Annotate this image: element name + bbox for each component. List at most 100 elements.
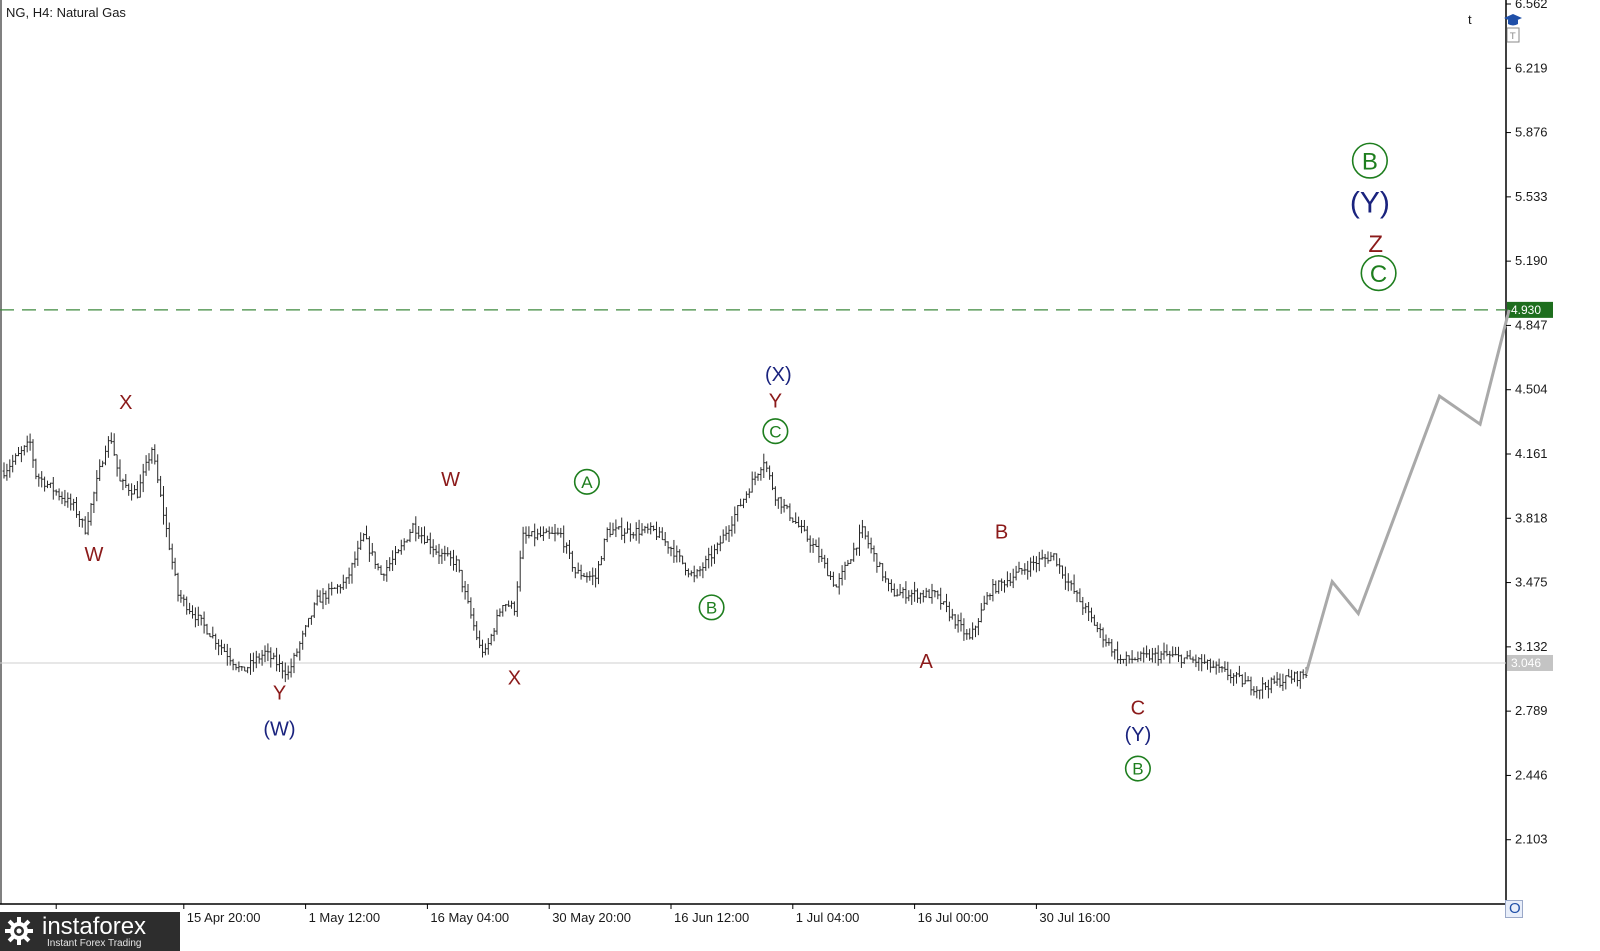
price-bar — [1258, 689, 1262, 700]
price-bar — [295, 648, 299, 658]
gear-logo-icon — [5, 917, 33, 945]
price-bar — [542, 526, 545, 541]
price-bar — [1075, 590, 1079, 603]
wave-label-primary: B — [698, 594, 725, 621]
price-bar — [356, 540, 360, 566]
price-bar — [684, 562, 687, 576]
price-bar — [98, 459, 102, 482]
price-bar — [379, 565, 383, 575]
price-bar — [150, 447, 154, 464]
y-tick-label: 2.103 — [1515, 832, 1548, 847]
price-bar — [1136, 651, 1140, 663]
price-bar — [1267, 679, 1270, 699]
price-bar — [136, 481, 139, 499]
price-bar — [109, 432, 113, 444]
wave-label-primary: B — [1124, 755, 1151, 782]
price-bar — [492, 628, 496, 642]
price-bar — [687, 568, 690, 578]
price-bar — [315, 589, 319, 606]
price-bar — [1264, 681, 1267, 691]
price-bar — [1249, 676, 1253, 696]
price-bar — [655, 521, 658, 540]
watermark-name: instaforex — [42, 913, 147, 940]
price-bar — [588, 571, 592, 581]
graduation-cap-icon[interactable]: T — [1500, 12, 1524, 48]
price-bar — [1185, 650, 1189, 660]
price-bar — [307, 617, 310, 628]
price-bar — [1301, 669, 1305, 680]
price-bar — [1203, 654, 1206, 665]
price-bar — [834, 584, 838, 588]
x-tick-label: 1 Jul 04:00 — [796, 910, 860, 925]
price-bar — [1252, 686, 1256, 696]
price-bar — [1284, 675, 1288, 690]
price-bar — [191, 605, 194, 619]
current-price-label: 3.046 — [1511, 656, 1541, 670]
price-bar — [965, 629, 969, 640]
price-bar — [463, 580, 467, 600]
price-bar — [1240, 674, 1244, 688]
price-bar — [785, 504, 789, 510]
price-bar — [1110, 639, 1114, 657]
price-bar — [832, 571, 835, 587]
price-bar — [40, 471, 44, 488]
current-price-badge — [1507, 654, 1553, 671]
price-bar — [1298, 671, 1302, 689]
price-bar — [629, 523, 632, 542]
wave-circle — [698, 594, 725, 621]
price-bar — [237, 661, 241, 673]
price-bar — [37, 473, 41, 487]
price-bar — [866, 531, 870, 549]
price-bar — [426, 535, 429, 543]
chart-corner-button[interactable]: O — [1505, 900, 1523, 918]
price-bar — [1243, 672, 1247, 685]
wave-text: (Y) — [1125, 724, 1152, 746]
trade-letter[interactable]: t — [1468, 12, 1472, 27]
price-bar — [1200, 654, 1204, 672]
wave-label-minor: B — [995, 522, 1008, 544]
price-bar — [594, 568, 597, 588]
price-bar — [263, 645, 267, 663]
y-tick-label: 2.446 — [1515, 767, 1548, 782]
price-bar — [362, 533, 365, 542]
price-bar — [179, 589, 183, 603]
price-bar — [724, 526, 728, 541]
price-bar — [353, 551, 357, 568]
price-bar — [194, 607, 197, 628]
y-tick-label: 5.533 — [1515, 189, 1548, 204]
price-bar — [1229, 669, 1233, 684]
price-bar — [1000, 578, 1003, 592]
price-bar — [1040, 549, 1044, 560]
price-bar — [208, 633, 212, 638]
price-axis[interactable]: 6.562 6.219 5.876 5.533 5.190 4.847 4.504 4.161… — [1506, 0, 1548, 847]
wave-label-intermediate: (W) — [263, 718, 295, 740]
price-bar — [269, 647, 273, 668]
price-bar — [272, 652, 276, 660]
price-bar — [597, 560, 600, 585]
wave-text: A — [920, 651, 934, 673]
chart-corner-tools[interactable]: t T — [1468, 12, 1524, 48]
price-bar — [347, 567, 351, 585]
price-bar — [745, 491, 748, 503]
price-bar — [1180, 654, 1183, 668]
price-bar — [614, 519, 618, 538]
price-bar — [913, 581, 916, 602]
price-bar — [765, 461, 769, 473]
price-bar — [962, 618, 966, 641]
wave-label-minor: W — [441, 469, 460, 491]
wave-label-intermediate: (Y) — [1350, 186, 1390, 219]
price-bar — [484, 643, 487, 656]
price-bar — [977, 618, 980, 636]
price-bar — [69, 493, 73, 511]
price-bar — [872, 545, 876, 562]
price-bar — [652, 525, 655, 532]
price-bar — [623, 528, 626, 544]
price-bar — [173, 557, 177, 577]
price-bar — [318, 590, 322, 603]
price-bar — [101, 460, 104, 468]
wave-label-primary: B — [1351, 142, 1388, 179]
price-bar — [440, 548, 444, 564]
price-bar — [86, 511, 90, 536]
